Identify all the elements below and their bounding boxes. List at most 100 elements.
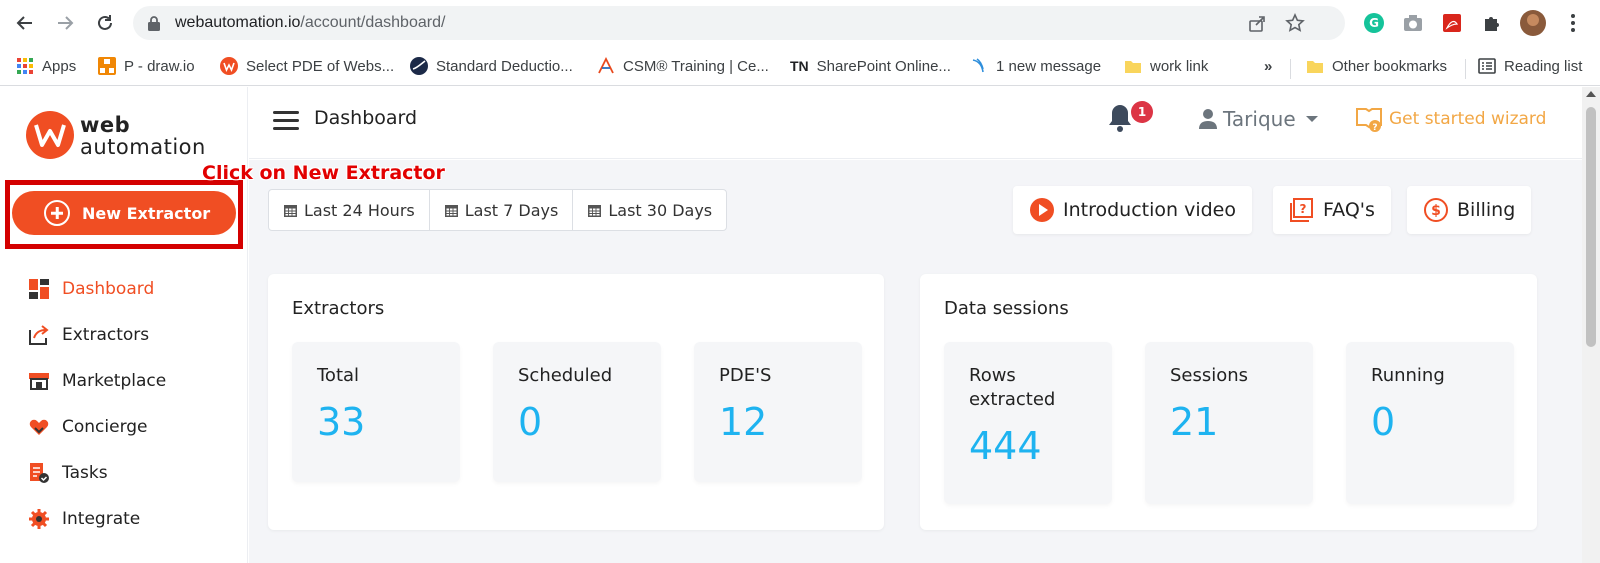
scrum-icon: [598, 57, 614, 74]
stat-rows-extracted[interactable]: Rows extracted 444: [944, 342, 1112, 504]
arrow-left-icon: [16, 16, 32, 30]
stat-scheduled[interactable]: Scheduled 0: [493, 342, 661, 482]
stat-label: Total: [317, 365, 360, 386]
card-title: Data sessions: [944, 298, 1069, 319]
bookmark-apps[interactable]: Apps: [16, 55, 76, 77]
faqs-button[interactable]: ? FAQ's: [1273, 186, 1391, 234]
forward-button[interactable]: [52, 10, 78, 36]
drawio-icon: [98, 57, 116, 75]
dollar-circle-icon: $: [1424, 198, 1448, 222]
url-text: webautomation.io/account/dashboard/: [175, 14, 445, 32]
star-icon[interactable]: [1285, 13, 1305, 33]
avatar-face: [1527, 14, 1539, 26]
svg-text:$: $: [1431, 203, 1441, 219]
sidebar-item-concierge[interactable]: Concierge: [28, 413, 148, 441]
address-bar[interactable]: webautomation.io/account/dashboard/: [133, 6, 1345, 40]
calendar-icon: [588, 204, 602, 217]
stat-label: Sessions: [1170, 365, 1249, 386]
camera-icon[interactable]: [1402, 12, 1424, 34]
calendar-icon: [284, 204, 297, 217]
bookmark-sharepoint[interactable]: TN SharePoint Online...: [790, 55, 951, 77]
grammarly-icon[interactable]: G: [1363, 12, 1385, 34]
more-vert-icon[interactable]: [1562, 12, 1584, 34]
bookmark-label: Standard Deductio...: [436, 57, 573, 75]
page-scrollbar[interactable]: [1582, 87, 1600, 563]
new-extractor-button[interactable]: New Extractor: [12, 191, 236, 235]
bookmark-csm-training[interactable]: CSM® Training | Ce...: [597, 55, 769, 77]
range-last-7-days[interactable]: Last 7 Days: [430, 190, 574, 230]
stat-total[interactable]: Total 33: [292, 342, 460, 482]
hamburger-line: [273, 119, 299, 122]
reading-list[interactable]: Reading list: [1478, 55, 1582, 77]
store-icon: [29, 373, 49, 390]
logo-mark: [26, 111, 74, 159]
logo-text-automation: automation: [80, 135, 206, 159]
annotation-text: Click on New Extractor: [202, 162, 445, 184]
stat-value: 444: [969, 424, 1042, 468]
stat-sessions[interactable]: Sessions 21: [1145, 342, 1313, 504]
range-label: Last 24 Hours: [304, 200, 415, 220]
date-range-selector: Last 24 Hours Last 7 Days Last 30 Days: [268, 189, 728, 231]
bookmarks-overflow-button[interactable]: »: [1264, 55, 1272, 77]
menu-toggle-button[interactable]: [273, 111, 299, 131]
pdf-icon[interactable]: [1441, 12, 1463, 34]
sidebar-item-label: Tasks: [62, 463, 108, 483]
sidebar-item-label: Concierge: [62, 417, 148, 437]
bookmark-label: work link: [1150, 57, 1209, 75]
share-icon: [29, 325, 49, 345]
range-last-30-days[interactable]: Last 30 Days: [573, 190, 726, 230]
book-question-icon: ?: [1356, 108, 1382, 133]
sidebar-item-dashboard[interactable]: Dashboard: [28, 275, 154, 303]
billing-button[interactable]: $ Billing: [1407, 186, 1532, 234]
sidebar-item-integrate[interactable]: Integrate: [28, 505, 140, 533]
bookmark-label: CSM® Training | Ce...: [623, 57, 769, 75]
range-last-24-hours[interactable]: Last 24 Hours: [269, 190, 430, 230]
user-name: Tarique: [1223, 107, 1296, 131]
stat-value: 0: [518, 400, 543, 444]
globe-icon: [410, 57, 428, 75]
sidebar-item-tasks[interactable]: Tasks: [28, 459, 108, 487]
lock-icon: [148, 16, 160, 31]
sidebar-item-extractors[interactable]: Extractors: [28, 321, 149, 349]
bookmark-work-link[interactable]: work link: [1124, 55, 1208, 77]
bell-icon[interactable]: [1107, 103, 1133, 133]
reading-list-label: Reading list: [1504, 57, 1583, 75]
folder-icon: [1307, 61, 1323, 73]
bookmark-label: Apps: [42, 57, 77, 75]
svg-text:G: G: [1369, 16, 1379, 30]
notification-badge: 1: [1131, 101, 1153, 123]
bookmark-standard-deduction[interactable]: Standard Deductio...: [410, 55, 573, 77]
hamburger-line: [273, 127, 299, 130]
get-started-wizard-button[interactable]: ? Get started wizard: [1355, 105, 1546, 133]
new-extractor-label: New Extractor: [82, 203, 211, 223]
user-menu[interactable]: Tarique: [1199, 107, 1318, 131]
other-bookmarks[interactable]: Other bookmarks: [1306, 55, 1447, 77]
share-page-icon[interactable]: [1247, 13, 1267, 33]
faqs-label: FAQ's: [1323, 199, 1375, 221]
puzzle-icon[interactable]: [1481, 12, 1503, 34]
bookmark-new-message[interactable]: 1 new message: [970, 55, 1101, 77]
scroll-thumb[interactable]: [1586, 107, 1596, 347]
stat-pdes[interactable]: PDE'S 12: [694, 342, 862, 482]
stat-running[interactable]: Running 0: [1346, 342, 1514, 504]
sidebar-item-marketplace[interactable]: Marketplace: [28, 367, 166, 395]
card-title: Extractors: [292, 298, 385, 319]
play-icon: [1030, 198, 1054, 222]
bookmark-drawio[interactable]: P - draw.io: [98, 55, 195, 77]
bookmark-select-pde[interactable]: Select PDE of Webs...: [220, 55, 394, 77]
sidebar: web automation New Extractor Dashboard E…: [0, 87, 248, 563]
scroll-up-arrow[interactable]: [1586, 91, 1596, 97]
tasks-icon: [30, 463, 49, 483]
reload-icon: [98, 15, 112, 30]
plus-circle-icon: [44, 200, 70, 226]
stat-value: 33: [317, 400, 366, 444]
reload-button[interactable]: [92, 10, 118, 36]
introduction-video-button[interactable]: Introduction video: [1013, 186, 1252, 234]
back-button[interactable]: [12, 10, 38, 36]
avatar[interactable]: [1520, 10, 1546, 36]
brand-logo[interactable]: web automation: [26, 109, 226, 161]
bookmark-label: Select PDE of Webs...: [246, 57, 395, 75]
sidebar-item-label: Integrate: [62, 509, 141, 529]
apps-grid-icon: [17, 58, 33, 74]
stat-label: Running: [1371, 365, 1445, 386]
